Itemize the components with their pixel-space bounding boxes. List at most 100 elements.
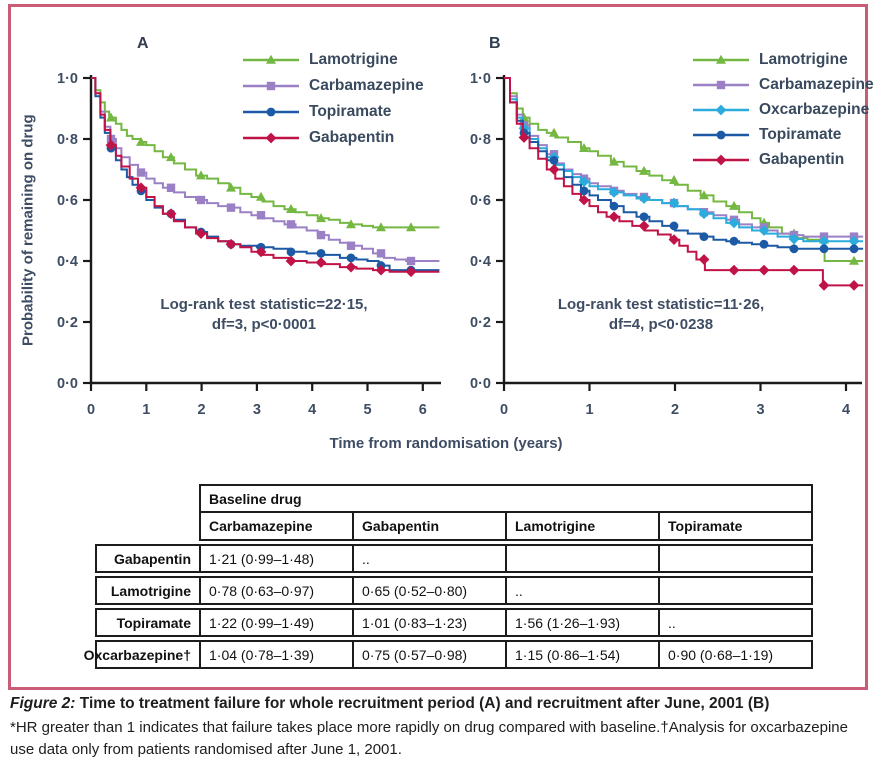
legend-item-gabapentin: Gabapentin (241, 125, 424, 151)
caption-figure-label: Figure 2: (10, 695, 76, 712)
logrank-b-line1: Log-rank test statistic=11·26, (557, 296, 765, 313)
circle-marker (699, 232, 709, 242)
diamond-marker (668, 197, 680, 209)
hr-value-cell: 0·65 (0·52–0·80) (352, 578, 505, 603)
diamond-marker (265, 132, 277, 144)
logrank-a-line2: df=3, p<0·0001 (211, 316, 317, 333)
legend-item-lamotrigine: Lamotrigine (691, 47, 874, 72)
hr-value-cell: 1·56 (1·26–1·93) (505, 610, 658, 635)
diamond-marker (638, 220, 650, 232)
square-marker (346, 241, 356, 250)
column-header-gabapentin: Gabapentin (352, 513, 505, 539)
diamond-marker (285, 255, 297, 267)
diamond-marker (848, 280, 860, 291)
legend-label: Topiramate (759, 125, 842, 143)
triangle-marker (716, 54, 726, 64)
y-tick-label: 1·0 (57, 71, 78, 87)
y-tick-label: 0·2 (470, 315, 491, 331)
x-tick-label: 3 (253, 402, 261, 418)
diamond-marker (818, 235, 830, 247)
diamond-marker (698, 208, 710, 220)
x-axis-title: Time from randomisation (years) (329, 435, 563, 452)
triangle-legend-swatch (693, 54, 749, 64)
triangle-marker (609, 156, 619, 166)
square-marker (226, 203, 236, 212)
square-marker (166, 183, 176, 192)
circle-marker (316, 248, 326, 258)
square-marker (316, 230, 326, 240)
diamond-marker (548, 164, 560, 175)
legend-label: Oxcarbazepine (759, 100, 870, 118)
triangle-marker (256, 191, 266, 201)
legend-label: Lamotrigine (309, 51, 398, 68)
square-marker (136, 168, 146, 177)
column-header-lamotrigine: Lamotrigine (505, 513, 658, 539)
hazard-ratio-table: Baseline drug Carbamazepine Gabapentin Lam… (84, 484, 813, 669)
hr-value-cell: 1·04 (0·78–1·39) (209, 646, 315, 663)
x-tick-label: 5 (363, 402, 371, 418)
hr-value-cell: 0·78 (0·63–0·97) (209, 582, 315, 599)
triangle-marker (316, 213, 326, 223)
y-tick-label: 1·0 (470, 71, 491, 87)
square-marker (716, 80, 726, 89)
square-marker (196, 195, 206, 205)
table-row: Lamotrigine 0·78 (0·63–0·97) 0·65 (0·52–0·… (95, 576, 813, 605)
triangle-marker (266, 54, 276, 64)
triangle-marker (406, 222, 416, 232)
column-header-carbamazepine: Carbamazepine (209, 518, 313, 534)
square-legend-swatch (693, 80, 749, 89)
diamond-legend-swatch (243, 132, 299, 144)
circle-marker (716, 130, 726, 139)
circle-marker (759, 239, 769, 249)
caption-footnote: *HR greater than 1 indicates that failur… (10, 718, 848, 759)
diamond-marker (375, 264, 387, 276)
legend-item-gabapentin: Gabapentin (691, 147, 874, 172)
legend-item-lamotrigine: Lamotrigine (241, 47, 424, 73)
logrank-b-line2: df=4, p<0·0238 (608, 316, 714, 333)
legend-label: Gabapentin (759, 150, 845, 168)
diamond-marker (715, 154, 727, 165)
hr-value-cell: 1·22 (0·99–1·49) (209, 614, 315, 631)
table-group-header: Baseline drug (209, 490, 302, 507)
x-tick-label: 3 (756, 402, 764, 418)
diamond-marker (698, 254, 710, 265)
diamond-marker (405, 266, 417, 278)
km-survival-chart: 0 1 2 3 4 5 61·00·80·60·40·20·00 1 2 3 41·00·80·60… (57, 71, 864, 418)
circle-marker (346, 253, 356, 263)
legend-panel-a: Lamotrigine Carbamazepine Topiramate Gabape… (241, 47, 424, 151)
hr-value-cell: 1·01 (0·83–1·23) (352, 610, 505, 635)
hr-value-cell: 1·15 (0·86–1·54) (505, 642, 658, 667)
hr-value-cell (658, 546, 811, 571)
diamond-marker (638, 193, 650, 204)
y-tick-label: 0·0 (470, 376, 491, 392)
table-group-header-row: Baseline drug (201, 486, 811, 513)
triangle-marker (699, 190, 709, 200)
square-marker (406, 256, 416, 266)
diamond-legend-swatch (693, 154, 749, 165)
diamond-marker (578, 176, 590, 188)
y-tick-label: 0·0 (57, 376, 78, 392)
triangle-marker (729, 200, 739, 210)
x-tick-label: 0 (87, 402, 95, 418)
diamond-marker (608, 186, 620, 198)
panel-a-axes: 0 1 2 3 4 5 6 1·0 0·8 0·6 0·4 0·2 0·0 (57, 71, 441, 418)
series-lamotrigine (91, 77, 440, 232)
triangle-marker (549, 127, 559, 137)
caption-title: Time to treatment failure for whole recr… (75, 695, 770, 712)
square-marker (376, 249, 386, 258)
table-body: Gabapentin 1·21 (0·99–1·48).. Lamotrigine 0… (84, 544, 813, 669)
series-gabapentin (91, 77, 440, 278)
triangle-marker (849, 255, 859, 265)
table-row: Oxcarbazepine† 1·04 (0·78–1·39) 0·75 (0·57… (84, 640, 813, 669)
diamond-marker (758, 225, 770, 236)
legend-item-topiramate: Topiramate (241, 99, 424, 125)
diamond-marker (728, 264, 740, 276)
diamond-marker (578, 194, 590, 206)
logrank-annotation-b: Log-rank test statistic=11·26, df=4, p<0… (501, 295, 821, 335)
legend-item-carbamazepine: Carbamazepine (241, 73, 424, 99)
circle-marker (639, 212, 649, 222)
logrank-a-line1: Log-rank test statistic=22·15, (160, 296, 368, 313)
circle-marker (609, 201, 619, 211)
table-row: Topiramate 1·22 (0·99–1·49) 1·01 (0·83–1·2… (95, 608, 813, 637)
diamond-marker (135, 182, 147, 194)
